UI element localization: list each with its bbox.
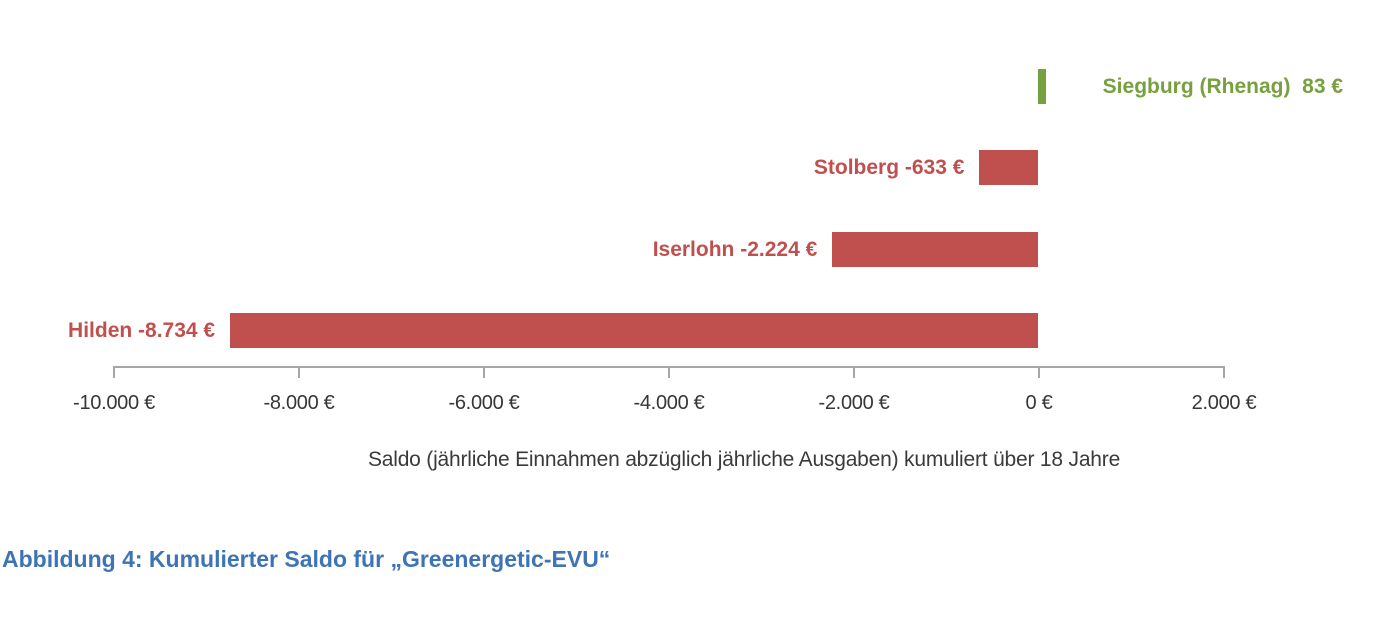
x-axis-tick xyxy=(298,366,300,378)
x-axis-tick-label: 0 € xyxy=(1025,392,1053,414)
x-axis-tick-label: -2.000 € xyxy=(818,392,890,414)
bar-label: Iserlohn -2.224 € xyxy=(652,238,818,261)
x-axis-tick xyxy=(1223,366,1225,378)
figure-caption: Abbildung 4: Kumulierter Saldo für „Gree… xyxy=(2,546,611,572)
bar-iserlohn xyxy=(832,232,1038,267)
x-axis-tick-label: -4.000 € xyxy=(633,392,705,414)
x-axis-tick-label: -10.000 € xyxy=(73,392,155,414)
x-axis-tick-label: -6.000 € xyxy=(448,392,520,414)
bar-siegburg-rhenag xyxy=(1038,69,1046,104)
x-axis-tick-label: -8.000 € xyxy=(263,392,335,414)
bar-hilden xyxy=(230,313,1038,348)
x-axis-tick xyxy=(853,366,855,378)
x-axis-tick-label: 2.000 € xyxy=(1191,392,1257,414)
x-axis-tick xyxy=(1038,366,1040,378)
bar-stolberg xyxy=(979,150,1038,185)
bar-label: Stolberg -633 € xyxy=(813,156,965,179)
bar-label: Hilden -8.734 € xyxy=(68,319,216,342)
x-axis-title: Saldo (jährliche Einnahmen abzüglich jäh… xyxy=(367,448,1121,471)
bar-label: Siegburg (Rhenag) 83 € xyxy=(1102,75,1344,98)
x-axis-tick xyxy=(668,366,670,378)
x-axis-tick xyxy=(483,366,485,378)
x-axis-tick xyxy=(113,366,115,378)
